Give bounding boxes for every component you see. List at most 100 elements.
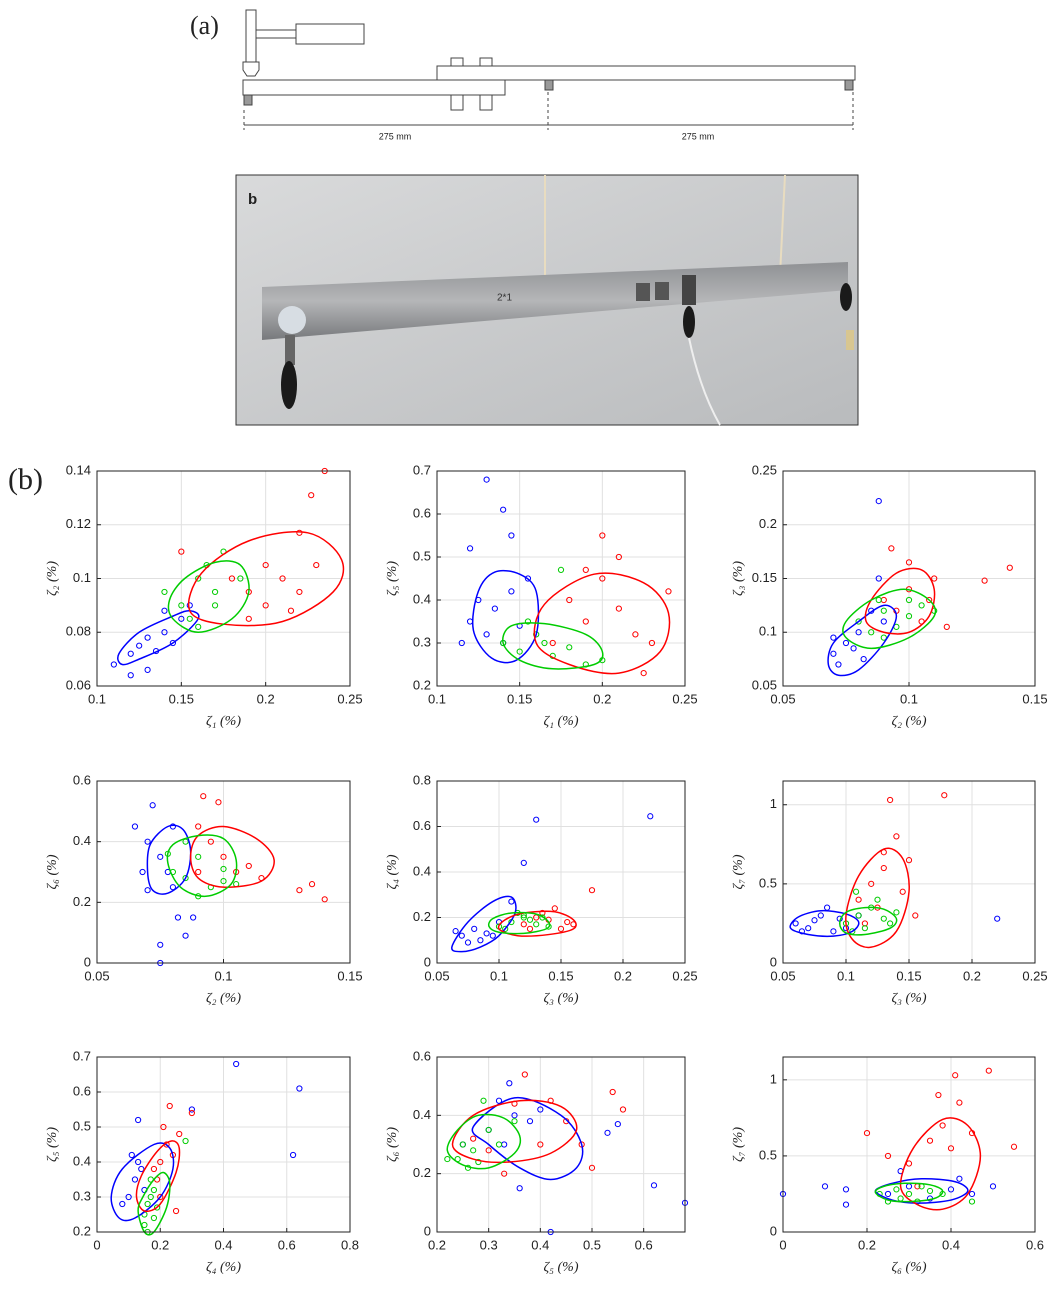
point bbox=[502, 925, 509, 932]
point bbox=[614, 1120, 621, 1128]
x-tick-label: 0.2 bbox=[614, 968, 632, 983]
point bbox=[868, 880, 875, 887]
photo-label: b bbox=[248, 191, 257, 208]
point bbox=[537, 1106, 544, 1113]
plot-frame bbox=[782, 780, 1036, 964]
x-tick-label: 0.15 bbox=[548, 968, 573, 983]
point bbox=[880, 618, 887, 625]
confidence-ellipse bbox=[135, 1140, 181, 1213]
x-tick-label: 0 bbox=[93, 1237, 100, 1252]
confidence-ellipse bbox=[446, 1113, 522, 1170]
point bbox=[211, 588, 219, 596]
point bbox=[211, 602, 219, 609]
y-tick-label: 0.1 bbox=[73, 570, 91, 585]
point bbox=[131, 1176, 139, 1183]
point bbox=[968, 1190, 976, 1198]
point bbox=[161, 588, 168, 596]
plot: 0.1 0.15 0.2 0.25 0.2 0.3 0.4 0.5 0.6 0.7 ζ₁ (%) ζ₅… bbox=[385, 462, 697, 729]
point bbox=[200, 793, 207, 800]
x-tick-label: 0.2 bbox=[151, 1237, 169, 1252]
point bbox=[905, 559, 913, 566]
point bbox=[262, 602, 269, 609]
point bbox=[452, 928, 459, 935]
point bbox=[861, 925, 869, 932]
point bbox=[875, 498, 882, 505]
point bbox=[150, 1214, 158, 1222]
x-tick-label: 0.05 bbox=[770, 691, 795, 706]
point bbox=[480, 1097, 487, 1104]
point bbox=[511, 1118, 518, 1125]
y-axis-label: ζ₆ (%) bbox=[45, 854, 60, 889]
confidence-ellipse bbox=[533, 572, 671, 675]
point bbox=[582, 566, 589, 574]
point bbox=[444, 1155, 451, 1163]
y-axis-label: ζ₇ (%) bbox=[731, 854, 746, 889]
confidence-ellipse bbox=[502, 622, 604, 670]
plot-frame bbox=[436, 780, 686, 964]
point bbox=[566, 644, 573, 651]
point bbox=[127, 650, 134, 657]
x-axis-label: ζ₅ (%) bbox=[543, 1260, 578, 1275]
point bbox=[632, 631, 639, 638]
point bbox=[893, 833, 900, 840]
y-tick-label: 0.5 bbox=[759, 1147, 777, 1162]
point bbox=[985, 1067, 992, 1074]
y-tick-label: 0 bbox=[424, 1223, 431, 1238]
point bbox=[174, 914, 182, 921]
point bbox=[875, 575, 882, 582]
point bbox=[308, 881, 316, 888]
point bbox=[131, 823, 139, 830]
point bbox=[279, 575, 286, 582]
point bbox=[119, 1200, 126, 1208]
confidence-ellipse bbox=[838, 906, 898, 936]
point bbox=[296, 1085, 303, 1092]
point bbox=[615, 605, 622, 612]
y-tick-label: 0.4 bbox=[413, 591, 431, 606]
point bbox=[994, 915, 1001, 922]
point bbox=[947, 1186, 955, 1193]
point bbox=[178, 602, 185, 609]
point bbox=[506, 1080, 513, 1087]
point bbox=[149, 802, 156, 809]
point bbox=[296, 887, 303, 894]
point bbox=[138, 1165, 145, 1173]
y-tick-label: 0.7 bbox=[413, 462, 431, 477]
point bbox=[830, 634, 837, 641]
point bbox=[905, 1190, 913, 1198]
point bbox=[619, 1106, 627, 1113]
point bbox=[161, 629, 168, 636]
point bbox=[245, 862, 252, 870]
x-tick-label: 0.1 bbox=[88, 691, 106, 706]
confidence-ellipse bbox=[110, 1142, 175, 1222]
point bbox=[926, 596, 933, 604]
point bbox=[144, 634, 151, 641]
point bbox=[884, 1152, 892, 1160]
point bbox=[842, 1186, 850, 1193]
y-tick-label: 0 bbox=[770, 1223, 777, 1238]
x-tick-label: 0.15 bbox=[507, 691, 532, 706]
x-tick-label: 0.6 bbox=[635, 1237, 653, 1252]
plot-frame bbox=[96, 1056, 351, 1233]
point bbox=[526, 1118, 534, 1125]
point bbox=[935, 1091, 942, 1099]
y-tick-label: 0.25 bbox=[752, 462, 777, 477]
point bbox=[471, 925, 478, 932]
point bbox=[850, 645, 857, 652]
point bbox=[150, 1186, 158, 1194]
point bbox=[647, 813, 654, 820]
y-tick-label: 0.08 bbox=[66, 624, 91, 639]
confidence-ellipse bbox=[487, 911, 551, 935]
y-tick-label: 0.4 bbox=[73, 1153, 91, 1168]
plot: 0.1 0.15 0.2 0.25 0.06 0.08 0.1 0.12 0.14 ζ₁ (%) ζ… bbox=[45, 462, 362, 729]
point bbox=[615, 553, 622, 561]
point bbox=[887, 920, 894, 927]
point bbox=[289, 1151, 297, 1159]
point bbox=[464, 939, 472, 946]
point bbox=[182, 1137, 189, 1145]
plot-area bbox=[783, 1057, 1035, 1232]
point bbox=[135, 1116, 142, 1124]
point bbox=[524, 618, 532, 625]
point bbox=[926, 1187, 934, 1195]
